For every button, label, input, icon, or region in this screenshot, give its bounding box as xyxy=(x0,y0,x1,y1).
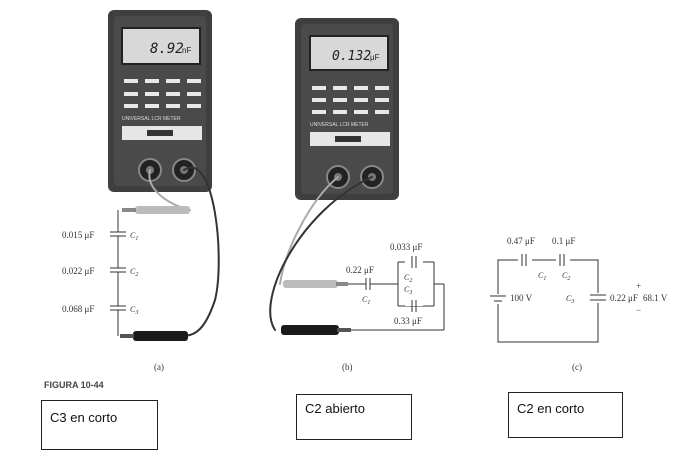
meter-a-unit: nF xyxy=(182,46,191,55)
meter-b-value: 0.132 xyxy=(332,49,371,64)
meter-a-value: 8.92 xyxy=(150,41,184,57)
probe-b-black xyxy=(281,325,351,335)
circuit-a xyxy=(110,210,126,336)
subfig-label-c: (c) xyxy=(572,362,582,372)
answer-a-text: C3 en corto xyxy=(50,410,118,425)
probe-b-red xyxy=(283,280,348,288)
answer-box-c: C2 en corto xyxy=(508,392,623,438)
subfig-label-b: (b) xyxy=(342,362,353,372)
c2-value-a: 0.022 μF xyxy=(62,266,94,276)
lcr-meter-a: 8.92 nF UNIVERSAL LCR METER xyxy=(108,10,212,192)
test-leads xyxy=(148,166,373,337)
source-voltage: 100 V xyxy=(510,293,533,303)
c1-name-a: C1 xyxy=(130,231,138,242)
answer-box-b: C2 abierto xyxy=(296,394,412,440)
measured-voltage: 68.1 V xyxy=(643,293,668,303)
c3-value-b: 0.33 μF xyxy=(394,316,422,326)
answer-b-text: C2 abierto xyxy=(305,401,365,416)
c1-name-c: C1 xyxy=(538,271,546,282)
minus-sign: − xyxy=(636,305,641,315)
probe-a-red xyxy=(122,206,190,214)
lcr-meter-b: 0.132 μF UNIVERSAL LCR METER xyxy=(295,18,399,200)
c2-value-b: 0.033 μF xyxy=(390,242,422,252)
answer-c-text: C2 en corto xyxy=(517,401,585,416)
probe-a-black xyxy=(120,331,188,341)
meter-b-title: UNIVERSAL LCR METER xyxy=(310,122,369,128)
c1-value-a: 0.015 μF xyxy=(62,230,94,240)
c1-value-c: 0.47 μF xyxy=(507,236,535,246)
c3-value-a: 0.068 μF xyxy=(62,304,94,314)
subfig-label-a: (a) xyxy=(154,362,164,372)
c2-name-c: C2 xyxy=(562,271,570,282)
c1-name-b: C1 xyxy=(362,295,370,306)
c3-name-c: C3 xyxy=(566,294,574,305)
answer-box-a: C3 en corto xyxy=(41,400,158,450)
plus-sign: + xyxy=(636,281,641,291)
meter-b-unit: μF xyxy=(370,53,380,62)
c3-value-c: 0.22 μF xyxy=(610,293,638,303)
meter-a-title: UNIVERSAL LCR METER xyxy=(122,116,181,122)
c2-value-c: 0.1 μF xyxy=(552,236,575,246)
c3-name-b: C3 xyxy=(404,285,412,296)
c2-name-b: C2 xyxy=(404,273,412,284)
figure-caption: FIGURA 10-44 xyxy=(44,380,104,390)
c3-name-a: C3 xyxy=(130,305,138,316)
c1-value-b: 0.22 μF xyxy=(346,265,374,275)
c2-name-a: C2 xyxy=(130,267,138,278)
